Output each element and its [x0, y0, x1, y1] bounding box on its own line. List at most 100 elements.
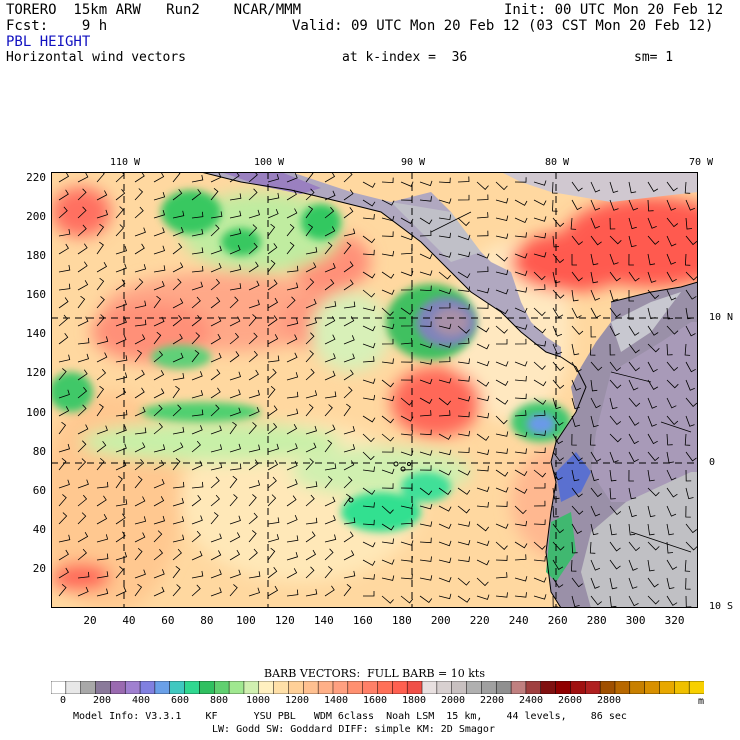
wind-barb [514, 505, 527, 515]
wind-barb [210, 278, 221, 291]
wind-barb [229, 172, 240, 183]
wind-barb [134, 583, 143, 597]
wind-barb [267, 459, 279, 471]
wind-barb [267, 259, 276, 273]
colorbar-label: 2000 [440, 695, 466, 706]
wind-barb [96, 481, 109, 489]
wind-barb [153, 444, 166, 453]
wind-barb [267, 534, 280, 543]
wind-barb [134, 496, 146, 507]
wind-barb [533, 232, 547, 239]
wind-barb [495, 181, 508, 191]
wind-barb [533, 252, 547, 258]
wind-barb [495, 379, 509, 386]
wind-barb [153, 404, 163, 417]
wind-barb [267, 174, 280, 183]
wind-barb [400, 181, 414, 187]
wind-barb [609, 379, 622, 389]
wind-barb [362, 214, 375, 220]
wind-barb [362, 415, 376, 423]
wind-barb [533, 500, 546, 507]
wind-barb [115, 279, 126, 291]
colorbar-unit: m [698, 696, 705, 707]
wind-barb [362, 433, 375, 443]
wind-barb [191, 211, 204, 219]
wind-barb [362, 378, 376, 384]
wind-barb [362, 466, 375, 472]
wind-barb [419, 521, 433, 527]
wind-barb [495, 289, 509, 295]
wind-barb [153, 281, 165, 291]
wind-barb [362, 559, 376, 566]
wind-barb [248, 587, 261, 597]
wind-barb [324, 279, 335, 291]
wind-barb [495, 572, 508, 579]
wind-barb [286, 334, 298, 345]
wind-barb [438, 342, 452, 348]
wind-barb [134, 547, 143, 561]
lon-label-80w: 80 W [544, 157, 570, 168]
wind-barb [628, 451, 639, 463]
wind-barb [343, 550, 355, 561]
wind-barb [647, 361, 658, 373]
wind-barb [267, 279, 278, 291]
wind-barb [457, 376, 470, 382]
wind-barb [191, 440, 201, 453]
wind-barb [324, 496, 336, 507]
wind-barb [324, 206, 335, 219]
wind-barb [172, 481, 185, 489]
wind-barb [96, 241, 104, 255]
wind-barb [229, 549, 241, 561]
wind-barb [191, 281, 204, 291]
wind-barb [248, 299, 260, 309]
wind-barb [210, 494, 220, 507]
wind-barb [476, 325, 490, 333]
wind-barb [514, 410, 527, 417]
wind-barb [570, 559, 577, 572]
wind-barb [229, 283, 242, 291]
wind-barb [229, 316, 241, 327]
wind-barb [609, 343, 616, 356]
wind-barb [609, 217, 616, 230]
wind-barb [514, 199, 528, 206]
wind-barb [267, 355, 280, 363]
wind-barb [267, 297, 279, 309]
wind-barb [419, 595, 433, 604]
x-tick-label: 200 [430, 614, 451, 627]
physics-info: LW: Godd SW: Goddard DIFF: simple KM: 2D… [212, 724, 495, 735]
wind-barb [172, 333, 183, 345]
colorbar-label: 800 [209, 695, 229, 706]
wind-barb [495, 397, 509, 405]
wind-barb [495, 592, 508, 598]
wind-barb [628, 343, 640, 354]
colorbar-swatch [436, 681, 453, 694]
wind-barb [684, 181, 691, 194]
wind-barb [476, 594, 490, 600]
colorbar-swatch [243, 681, 260, 694]
wind-barb [685, 217, 693, 230]
wind-barb [191, 265, 204, 273]
wind-barb [419, 450, 433, 456]
wind-barb [457, 411, 470, 418]
wind-barb [229, 351, 240, 363]
wind-barb [514, 270, 528, 277]
coastline-caribbean [610, 281, 698, 303]
wind-barb [476, 343, 490, 350]
wind-barb [457, 304, 470, 310]
wind-barb [552, 289, 565, 299]
colorbar-swatch [303, 681, 319, 694]
wind-barb [96, 261, 108, 273]
wind-barb [533, 519, 546, 525]
wind-barb [286, 535, 299, 543]
wind-barb [362, 305, 376, 312]
wind-barb [248, 389, 260, 399]
wind-barb [514, 375, 527, 382]
wind-barb [324, 370, 336, 381]
wind-barb [647, 469, 655, 482]
wind-barb [571, 469, 580, 482]
wind-barb [305, 205, 314, 219]
wind-barb [590, 505, 601, 517]
wind-barb [685, 361, 696, 373]
wind-barb [495, 361, 509, 367]
wind-barb [495, 307, 509, 315]
